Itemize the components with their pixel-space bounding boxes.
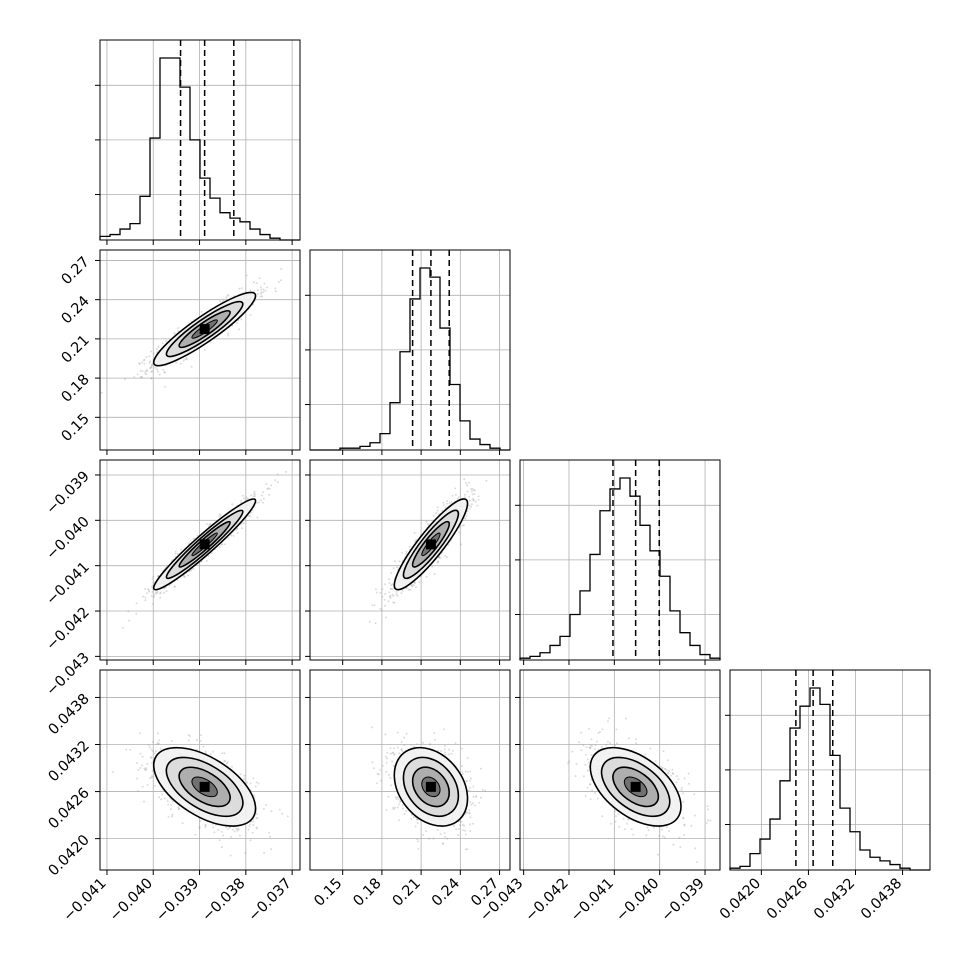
x-tick-label: −0.038 <box>199 876 248 925</box>
scatter-panel-0-3: −0.041−0.040−0.039−0.038−0.0370.04200.04… <box>46 669 301 925</box>
x-tick-label: −0.041 <box>568 876 617 925</box>
density-peak <box>425 781 436 792</box>
histogram-panel-2 <box>515 459 721 665</box>
density-peak <box>199 781 210 792</box>
y-tick-label: 0.27 <box>59 254 93 288</box>
y-tick-label: −0.039 <box>44 468 93 517</box>
panel-frame <box>309 249 511 451</box>
x-tick-label: −0.040 <box>107 876 156 925</box>
histogram-step-line <box>519 477 721 660</box>
density-peak <box>425 539 436 550</box>
x-tick-label: 0.15 <box>311 876 345 910</box>
histogram-step-line <box>99 57 300 241</box>
density-peak <box>630 781 641 792</box>
x-tick-label: 0.24 <box>429 876 463 910</box>
x-tick-label: −0.037 <box>246 876 295 925</box>
x-tick-label: 0.18 <box>351 876 385 910</box>
x-tick-label: −0.039 <box>659 876 708 925</box>
scatter-panel-1-3: 0.15 0.18 0.21 0.24 0.27 <box>305 669 511 910</box>
panel-frame <box>519 459 721 661</box>
y-tick-label: 0.0426 <box>46 785 93 832</box>
histogram-panel-3: 0.0420 0.0426 0.0432 0.0438 <box>717 669 931 923</box>
y-tick-label: −0.043 <box>44 650 93 699</box>
x-tick-label: 0.0438 <box>858 876 905 923</box>
y-tick-label: −0.040 <box>44 514 93 563</box>
y-tick-label: 0.24 <box>59 293 93 327</box>
panel-frame <box>309 669 511 871</box>
histogram-step-line <box>310 267 510 451</box>
panel-frame <box>519 669 721 871</box>
x-tick-label: −0.039 <box>153 876 202 925</box>
y-tick-label: 0.0432 <box>46 738 93 785</box>
histogram-panel-0 <box>95 39 301 245</box>
panel-frame <box>309 459 511 661</box>
x-tick-label: 0.0420 <box>717 876 764 923</box>
scatter-panel-0-2: −0.043−0.042−0.041−0.040−0.039 <box>44 459 301 699</box>
histogram-panel-1 <box>305 249 511 455</box>
y-tick-label: −0.042 <box>44 605 93 654</box>
density-peak <box>199 539 210 550</box>
scatter-panel-2-3: −0.043−0.042−0.041−0.040−0.039 <box>477 669 721 925</box>
x-tick-label: −0.041 <box>61 876 110 925</box>
density-peak <box>199 324 210 335</box>
panel-frame <box>99 249 301 451</box>
scatter-panel-0-1: 0.15 0.18 0.21 0.24 0.27 <box>59 249 301 455</box>
y-tick-label: 0.0420 <box>46 832 93 879</box>
histogram-step-line <box>729 687 930 871</box>
x-tick-label: 0.0432 <box>811 876 858 923</box>
x-tick-label: −0.042 <box>523 876 572 925</box>
x-tick-label: 0.0426 <box>764 876 811 923</box>
panel-frame <box>729 669 931 871</box>
x-tick-label: −0.040 <box>613 876 662 925</box>
y-tick-label: 0.18 <box>59 372 93 406</box>
y-tick-label: 0.21 <box>59 332 93 366</box>
x-tick-label: 0.21 <box>390 876 424 910</box>
y-tick-label: −0.041 <box>44 559 93 608</box>
scatter-panel-1-2 <box>305 459 511 665</box>
y-tick-label: 0.15 <box>59 411 93 445</box>
